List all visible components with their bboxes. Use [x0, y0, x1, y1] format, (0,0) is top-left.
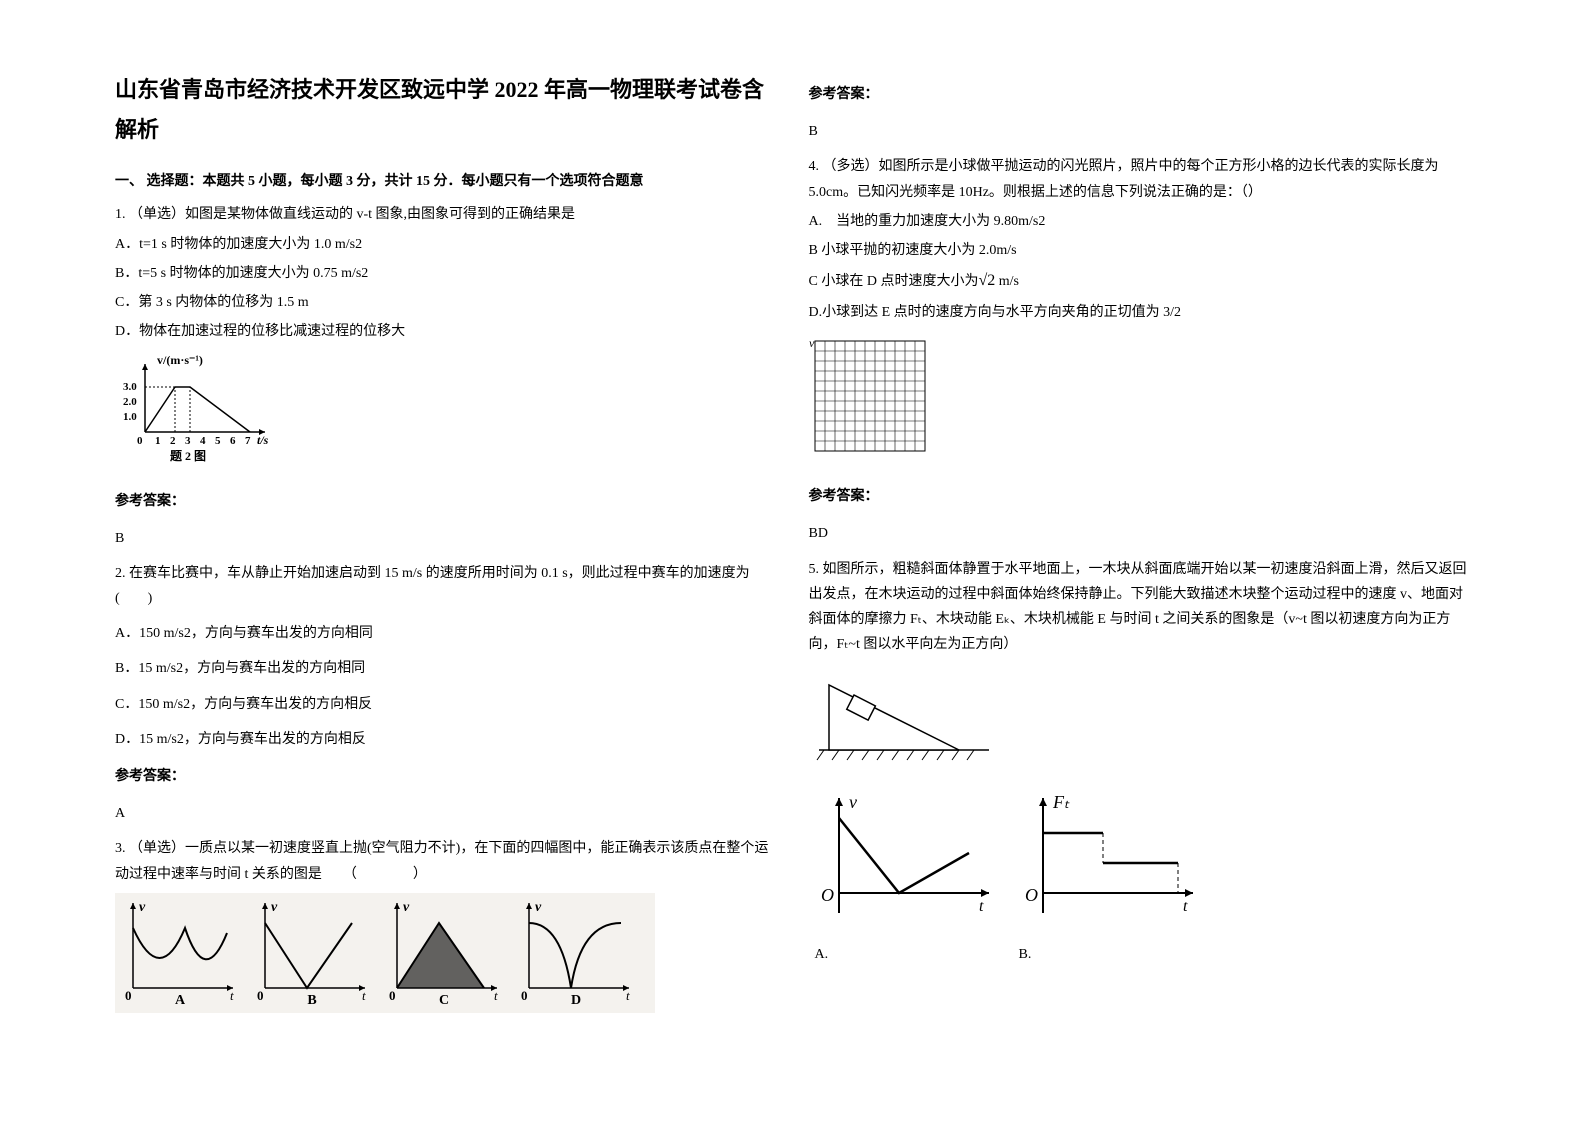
panel-B-label: B [307, 988, 316, 1013]
doc-title: 山东省青岛市经济技术开发区致远中学 2022 年高一物理联考试卷含解析 [115, 70, 779, 149]
svg-text:4: 4 [200, 435, 206, 447]
section-heading: 一、 选择题：本题共 5 小题，每小题 3 分，共计 15 分．每小题只有一个选… [115, 169, 779, 194]
q5-incline [809, 665, 1473, 774]
q5-panel-B: Fₜ O t B. [1013, 783, 1213, 967]
q3-ans-label: 参考答案： [809, 82, 1473, 107]
q3-panel-A: v 0 t A [115, 893, 245, 1013]
svg-text:v: v [849, 792, 857, 812]
q1-stem: 1. （单选）如图是某物体做直线运动的 v-t 图象,由图象可得到的正确结果是 [115, 202, 779, 227]
q1-answer: B [115, 526, 779, 551]
svg-text:v: v [809, 336, 815, 350]
svg-text:0: 0 [521, 988, 528, 1003]
svg-text:t: t [230, 988, 234, 1003]
right-column: 参考答案： B 4. （多选）如图所示是小球做平抛运动的闪光照片，照片中的每个正… [794, 70, 1488, 1052]
svg-text:O: O [821, 885, 834, 905]
q1-optD: D．物体在加速过程的位移比减速过程的位移大 [115, 319, 779, 344]
q3-panel-B: v 0 t B [247, 893, 377, 1013]
svg-text:0: 0 [125, 988, 132, 1003]
q4-optA: A. 当地的重力加速度大小为 9.80m/s2 [809, 209, 1473, 234]
svg-text:7: 7 [245, 435, 251, 447]
q4-ans-label: 参考答案： [809, 484, 1473, 509]
q1-optC: C．第 3 s 内物体的位移为 1.5 m [115, 290, 779, 315]
q1-graph: v/(m·s⁻¹) 1.0 2.0 3.0 0 1 2 3 4 5 6 7 t/… [115, 352, 779, 476]
q5-panel-B-label: B. [1013, 942, 1213, 967]
q4-answer: BD [809, 521, 1473, 546]
q2-ans-label: 参考答案： [115, 764, 779, 789]
q2-optD: D．15 m/s2，方向与赛车出发的方向相反 [115, 727, 779, 752]
panel-C-label: C [439, 988, 449, 1013]
svg-text:1: 1 [155, 435, 161, 447]
svg-text:3.0: 3.0 [123, 381, 137, 393]
q3-panel-D: v 0 t D [511, 893, 641, 1013]
q2-answer: A [115, 801, 779, 826]
q2-optC: C．150 m/s2，方向与赛车出发的方向相反 [115, 692, 779, 717]
q4-optD: D.小球到达 E 点时的速度方向与水平方向夹角的正切值为 3/2 [809, 300, 1473, 325]
svg-text:t: t [362, 988, 366, 1003]
svg-text:t: t [626, 988, 630, 1003]
q4-optB: B 小球平抛的初速度大小为 2.0m/s [809, 238, 1473, 263]
q5-panels-AB: v O t A. Fₜ O t B. [809, 783, 1473, 967]
svg-text:t: t [494, 988, 498, 1003]
q4-stem: 4. （多选）如图所示是小球做平抛运动的闪光照片，照片中的每个正方形小格的边长代… [809, 154, 1473, 204]
svg-text:5: 5 [215, 435, 221, 447]
q2-stem: 2. 在赛车比赛中，车从静止开始加速启动到 15 m/s 的速度所用时间为 0.… [115, 561, 779, 611]
q3-panels: v 0 t A v 0 t B [115, 893, 655, 1013]
q2-optB: B．15 m/s2，方向与赛车出发的方向相同 [115, 656, 779, 681]
q1-optA: A．t=1 s 时物体的加速度大小为 1.0 m/s2 [115, 232, 779, 257]
q1-vt-chart: v/(m·s⁻¹) 1.0 2.0 3.0 0 1 2 3 4 5 6 7 t/… [115, 352, 285, 467]
q3-stem: 3. （单选）一质点以某一初速度竖直上抛(空气阻力不计)，在下面的四幅图中，能正… [115, 836, 779, 886]
q4-optC: C 小球在 D 点时速度大小为√2 m/s [809, 267, 1473, 296]
svg-text:v: v [139, 900, 146, 915]
svg-text:题 2 图: 题 2 图 [170, 449, 206, 463]
svg-text:2: 2 [170, 435, 176, 447]
q3-answer: B [809, 119, 1473, 144]
q1-ans-label: 参考答案： [115, 489, 779, 514]
svg-text:1.0: 1.0 [123, 411, 137, 423]
svg-text:6: 6 [230, 435, 236, 447]
panel-A-label: A [175, 988, 185, 1013]
svg-text:2.0: 2.0 [123, 396, 137, 408]
q5-stem: 5. 如图所示，粗糙斜面体静置于水平地面上，一木块从斜面底端开始以某一初速度沿斜… [809, 557, 1473, 658]
svg-text:O: O [1025, 885, 1038, 905]
svg-text:3: 3 [185, 435, 191, 447]
q1-optB: B．t=5 s 时物体的加速度大小为 0.75 m/s2 [115, 261, 779, 286]
q3-panel-C: v 0 t C [379, 893, 509, 1013]
svg-text:v: v [535, 900, 542, 915]
svg-text:0: 0 [389, 988, 396, 1003]
panel-D-label: D [571, 988, 581, 1013]
svg-text:Fₜ: Fₜ [1052, 792, 1070, 812]
svg-text:t: t [1183, 898, 1188, 915]
left-column: 山东省青岛市经济技术开发区致远中学 2022 年高一物理联考试卷含解析 一、 选… [100, 70, 794, 1052]
svg-text:t/s: t/s [257, 433, 269, 447]
svg-text:v: v [271, 900, 278, 915]
svg-text:0: 0 [257, 988, 264, 1003]
q2-optA: A．150 m/s2，方向与赛车出发的方向相同 [115, 621, 779, 646]
q5-panel-A-label: A. [809, 942, 1009, 967]
q5-panel-A: v O t A. [809, 783, 1009, 967]
svg-text:0: 0 [137, 435, 143, 447]
svg-text:v: v [403, 900, 410, 915]
ylabel: v/(m·s⁻¹) [157, 353, 203, 367]
q4-grid: v [809, 333, 1473, 472]
svg-text:t: t [979, 898, 984, 915]
